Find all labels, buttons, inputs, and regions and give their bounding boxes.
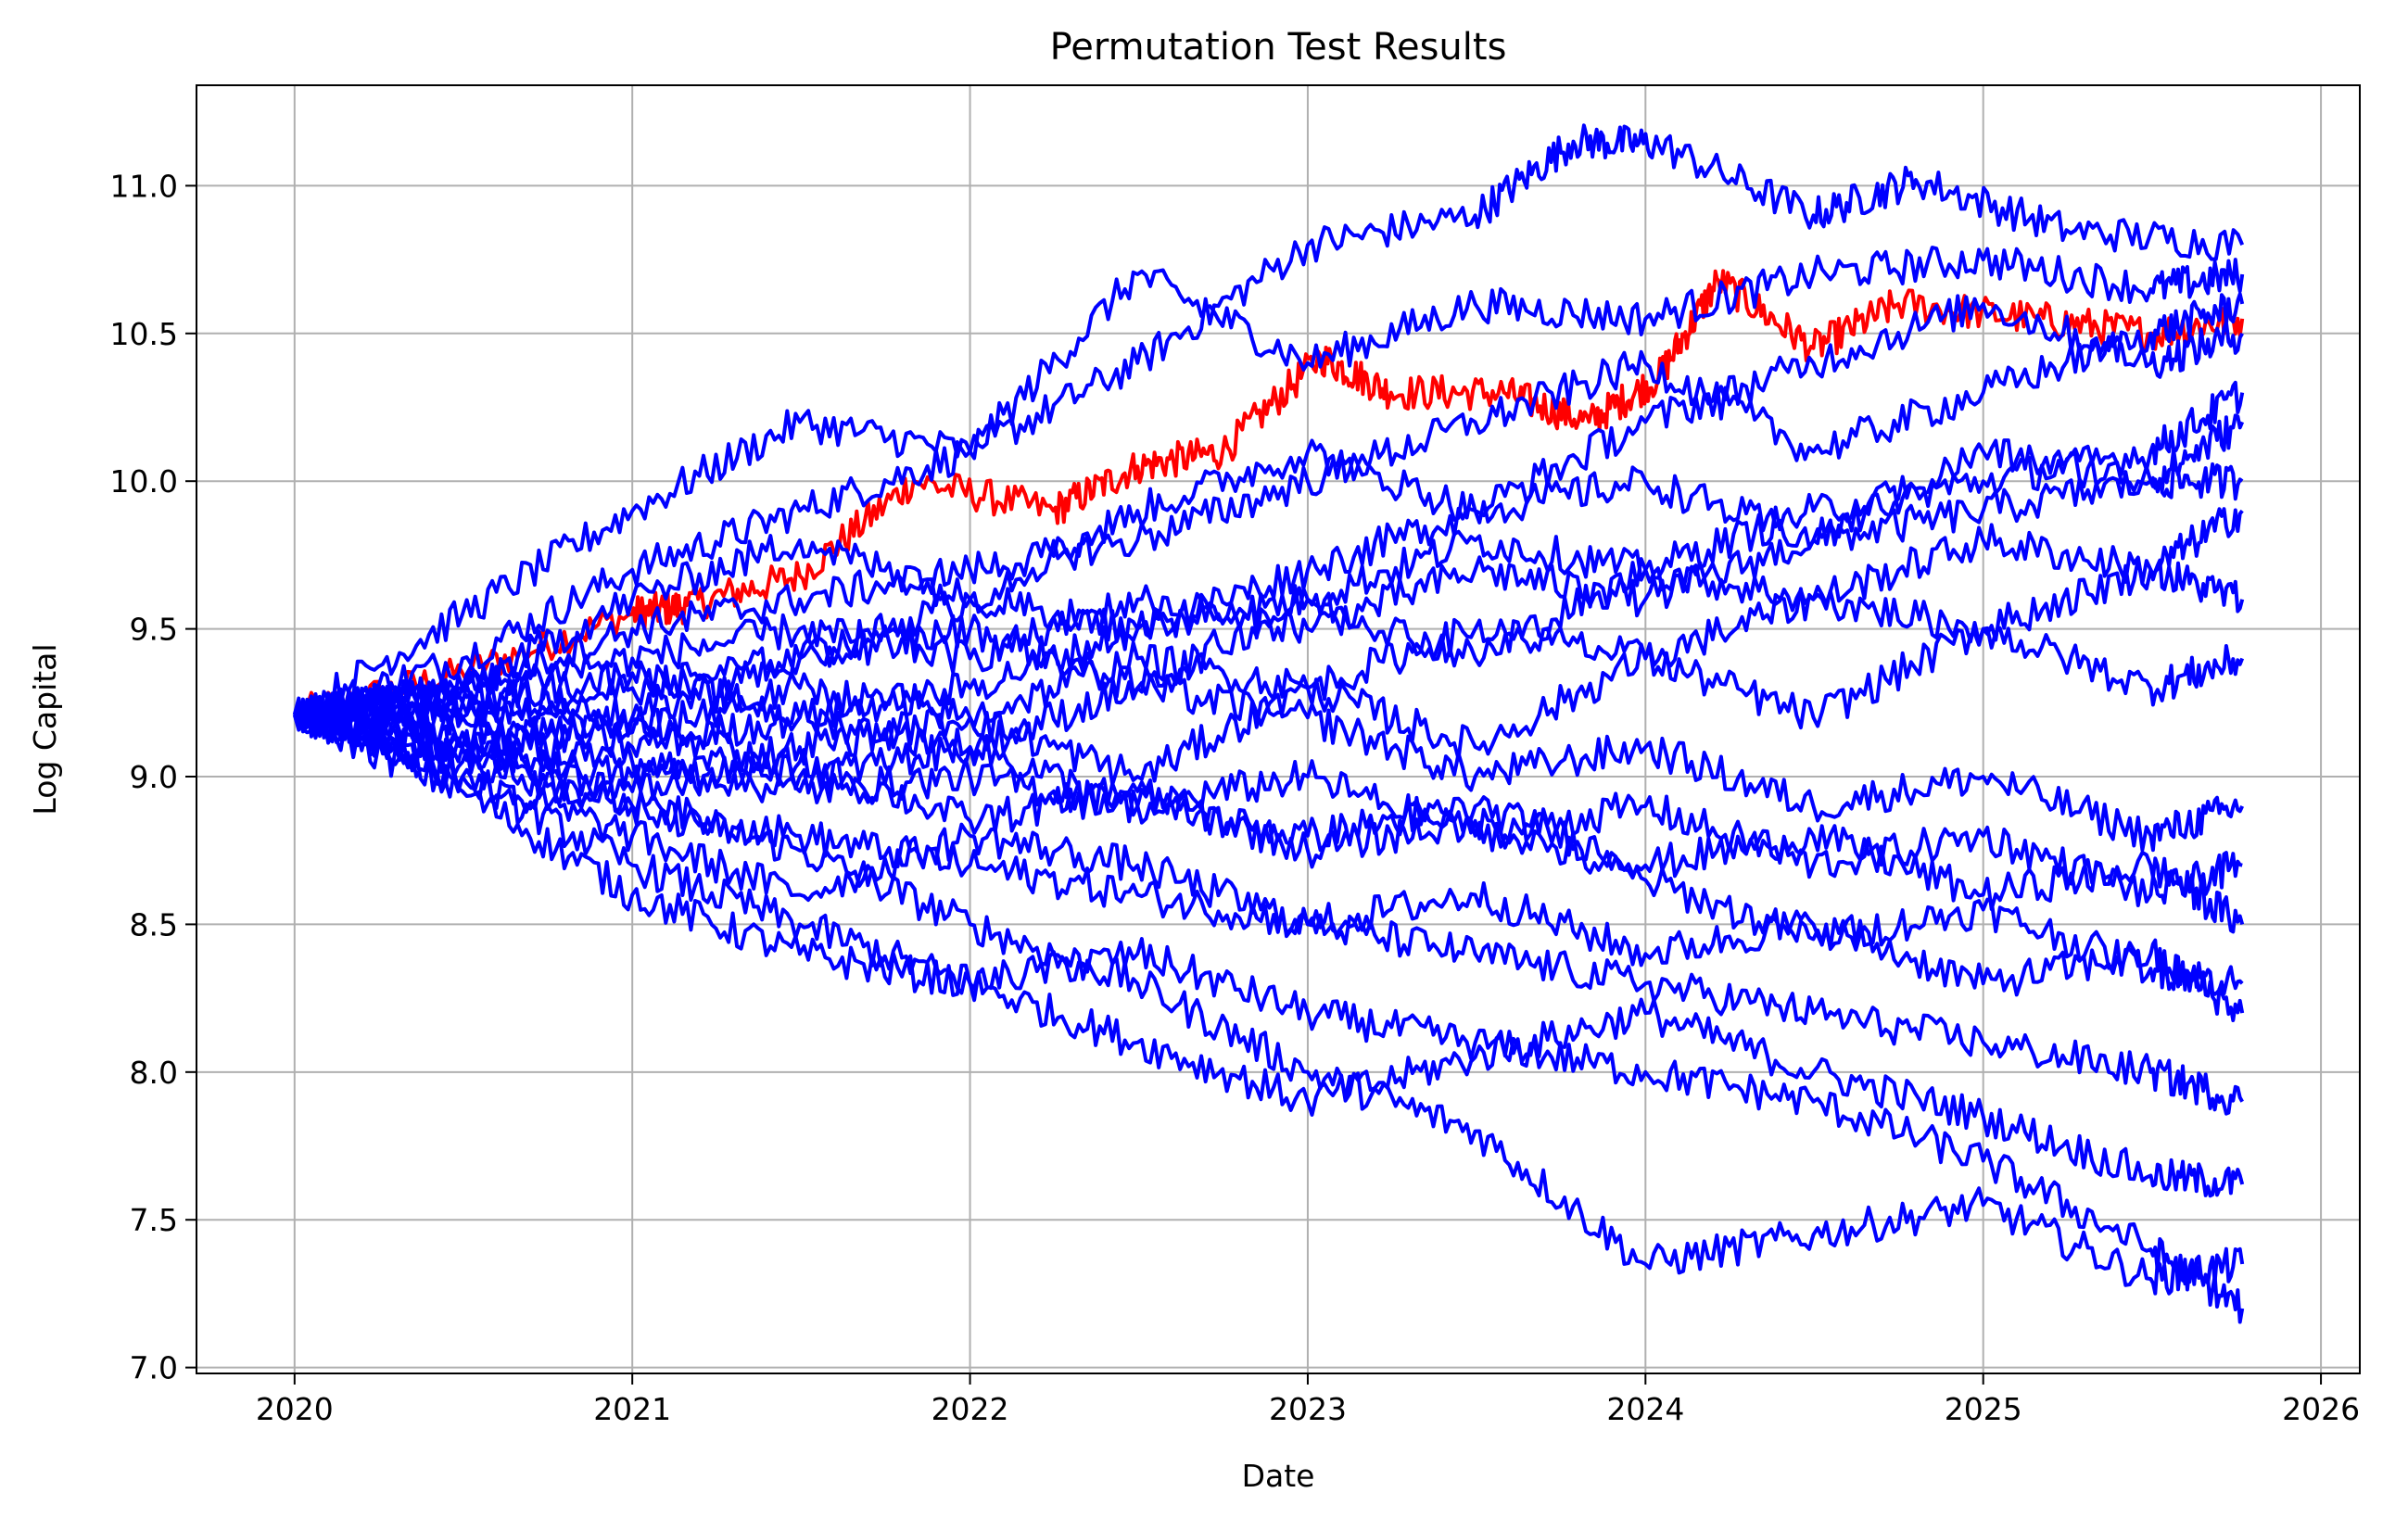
series-lines — [292, 123, 2245, 1324]
permutation-line — [293, 710, 2245, 1324]
y-tick-label: 10.5 — [110, 316, 178, 352]
y-axis-title: Log Capital — [27, 643, 63, 815]
permutation-line — [292, 123, 2245, 729]
y-tick-label: 9.5 — [130, 612, 178, 648]
y-tick-label: 8.5 — [130, 906, 178, 942]
permutation-line — [293, 709, 2245, 1022]
x-tick-label: 2026 — [2282, 1391, 2360, 1427]
permutation-line — [293, 292, 2245, 727]
x-tick-label: 2023 — [1269, 1391, 1347, 1427]
y-tick-label: 8.0 — [130, 1055, 178, 1091]
permutation-line — [293, 701, 2245, 934]
permutation-line — [293, 557, 2245, 744]
permutation-line — [293, 700, 2245, 1198]
permutation-line — [292, 246, 2245, 730]
x-tick-label: 2020 — [256, 1391, 334, 1427]
x-tick-label: 2021 — [593, 1391, 671, 1427]
permutation-line — [292, 702, 2243, 907]
y-tick-label: 7.0 — [130, 1350, 178, 1386]
permutation-line — [292, 660, 2245, 853]
axis-ticks: 2020 2021 2022 2023 2024 2025 2026 7.0 7.5 8.0 8.5… — [110, 168, 2361, 1427]
y-tick-label: 9.0 — [130, 759, 178, 795]
x-tick-label: 2025 — [1945, 1391, 2022, 1427]
y-tick-label: 10.0 — [110, 463, 178, 500]
x-tick-label: 2024 — [1606, 1391, 1684, 1427]
permutation-line — [292, 700, 2244, 996]
permutation-line — [293, 294, 2244, 725]
chart-title: Permutation Test Results — [1050, 26, 1507, 69]
x-tick-label: 2022 — [932, 1391, 1009, 1427]
permutation-line — [292, 413, 2245, 737]
plot-frame — [196, 84, 2361, 1374]
x-axis-title: Date — [1242, 1458, 1315, 1494]
y-tick-label: 11.0 — [110, 168, 178, 204]
permutation-line — [294, 462, 2244, 729]
y-tick-label: 7.5 — [130, 1202, 178, 1238]
